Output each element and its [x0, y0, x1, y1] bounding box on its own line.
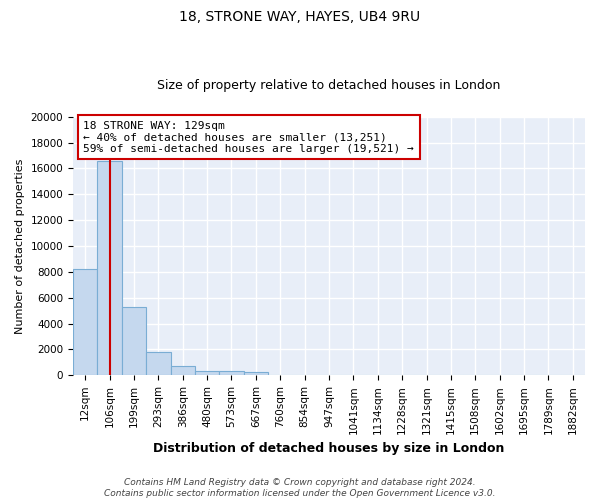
- Text: Contains HM Land Registry data © Crown copyright and database right 2024.
Contai: Contains HM Land Registry data © Crown c…: [104, 478, 496, 498]
- Text: 18, STRONE WAY, HAYES, UB4 9RU: 18, STRONE WAY, HAYES, UB4 9RU: [179, 10, 421, 24]
- Y-axis label: Number of detached properties: Number of detached properties: [15, 158, 25, 334]
- Bar: [244, 372, 268, 375]
- Bar: [122, 306, 146, 375]
- Bar: [220, 372, 244, 375]
- Bar: [146, 352, 170, 375]
- Title: Size of property relative to detached houses in London: Size of property relative to detached ho…: [157, 79, 501, 92]
- X-axis label: Distribution of detached houses by size in London: Distribution of detached houses by size …: [154, 442, 505, 455]
- Text: 18 STRONE WAY: 129sqm
← 40% of detached houses are smaller (13,251)
59% of semi-: 18 STRONE WAY: 129sqm ← 40% of detached …: [83, 120, 414, 154]
- Bar: [97, 160, 122, 375]
- Bar: [195, 372, 220, 375]
- Bar: [73, 269, 97, 375]
- Bar: [170, 366, 195, 375]
